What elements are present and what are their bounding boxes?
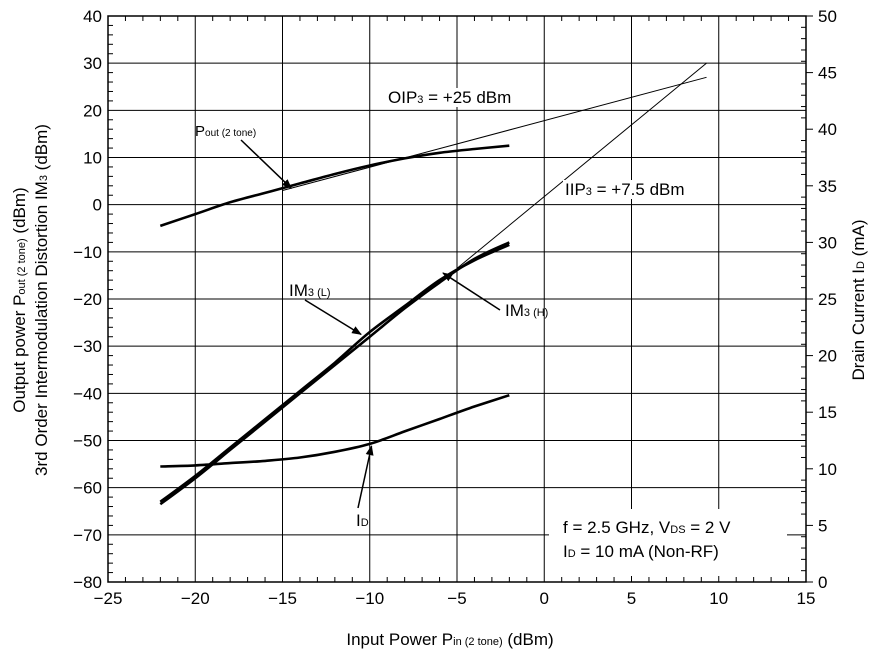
y-right-title-main: Drain Current I <box>849 269 868 380</box>
annotation-iip3-sub: 3 <box>586 186 592 198</box>
x-axis-title-tail: (dBm) <box>503 630 554 649</box>
label-layer: −25 −20 −15 −10 −5 0 5 10 15−80−70−60−50−40−30−2… <box>10 7 868 649</box>
annotation-pout: Pout (2 tone) <box>195 123 256 140</box>
y-right-title-sub: D <box>855 261 867 269</box>
leader-arrow <box>240 139 292 189</box>
y-left-tick-label: 40 <box>83 7 102 26</box>
leader-arrow <box>357 445 374 509</box>
annotation-id: ID <box>356 511 369 530</box>
annotation-id-sub: D <box>361 517 369 529</box>
y-left-title-line1-sub: out (2 tone) <box>16 238 28 294</box>
frame-layer <box>107 15 813 583</box>
y-right-tick-label: 5 <box>818 516 827 535</box>
y-left-tick-label: −20 <box>73 290 102 309</box>
y-right-tick-label: 0 <box>818 573 827 592</box>
annotation-im3h-sub: 3 (H) <box>524 307 548 319</box>
grid-layer <box>108 16 806 582</box>
leader-arrow <box>442 272 501 311</box>
conditions-seg: DS <box>670 524 685 536</box>
y-right-tick-label: 40 <box>818 120 837 139</box>
x-tick-label: −20 <box>181 589 210 608</box>
annotation-oip3: OIP3 = +25 dBm <box>388 88 511 107</box>
x-tick-label: −15 <box>268 589 297 608</box>
conditions-line-0: f = 2.5 GHz, VDS = 2 V <box>563 518 731 537</box>
y-right-tick-label: 45 <box>818 64 837 83</box>
annotation-im3h: IM3 (H) <box>505 301 548 320</box>
extrapolation-line <box>456 62 707 269</box>
x-tick-label: −25 <box>94 589 123 608</box>
y-left-title-line2-sub: 3 <box>38 175 50 181</box>
annotation-im3l-main: IM <box>289 281 308 300</box>
annotation-im3h-main: IM <box>505 301 524 320</box>
conditions-seg: = 10 mA (Non-RF) <box>576 542 719 561</box>
annotation-iip3: IIP3 = +7.5 dBm <box>565 180 685 199</box>
y-left-title-line2-tail: (dBm) <box>32 124 51 175</box>
y-right-tick-label: 15 <box>818 403 837 422</box>
series-line-0 <box>159 144 510 228</box>
annotation-iip3-tail: = +7.5 dBm <box>592 180 685 199</box>
annotation-im3l-sub: 3 (L) <box>308 287 331 299</box>
y-right-tick-label: 10 <box>818 460 837 479</box>
y-left-tick-label: −30 <box>73 337 102 356</box>
y-left-tick-label: 0 <box>93 196 102 215</box>
y-left-tick-label: −50 <box>73 432 102 451</box>
conditions-seg: I <box>563 542 568 561</box>
y-right-tick-label: 30 <box>818 233 837 252</box>
y-left-title-line2: 3rd Order Intermodulation Distortion IM3… <box>32 124 51 476</box>
annotation-id-main: I <box>356 511 361 530</box>
conditions-seg: D <box>568 548 576 560</box>
plot-frame <box>107 15 807 583</box>
annotation-bg <box>386 88 514 107</box>
x-axis-title-sub: in (2 tone) <box>453 636 503 648</box>
x-tick-label: 5 <box>627 589 636 608</box>
y-left-title-line2-main: 3rd Order Intermodulation Distortion IM <box>32 181 51 476</box>
leader-arrow <box>304 299 362 336</box>
x-axis-title: Input Power Pin (2 tone) (dBm) <box>346 630 553 649</box>
y-right-tick-label: 35 <box>818 177 837 196</box>
y-left-tick-label: −70 <box>73 526 102 545</box>
y-left-title-line1-main: Output power P <box>10 295 29 413</box>
y-left-tick-label: 20 <box>83 101 102 120</box>
y-left-tick-label: −10 <box>73 243 102 262</box>
y-right-tick-label: 20 <box>818 347 837 366</box>
x-axis-title-main: Input Power P <box>346 630 453 649</box>
series-line-3 <box>160 393 510 468</box>
annotation-pout-sub: out (2 tone) <box>205 128 256 139</box>
y-left-title-line1-tail: (dBm) <box>10 187 29 238</box>
y-left-title-line1: Output power Pout (2 tone) (dBm) <box>10 187 29 412</box>
y-right-tick-label: 50 <box>818 7 837 26</box>
x-tick-label: 10 <box>709 589 728 608</box>
y-left-tick-label: −40 <box>73 384 102 403</box>
y-right-title: Drain Current ID (mA) <box>849 220 868 381</box>
annotation-pout-main: P <box>195 123 205 140</box>
y-right-title-tail: (mA) <box>849 220 868 262</box>
y-right-tick-label: 25 <box>818 290 837 309</box>
annotation-im3l: IM3 (L) <box>289 281 331 300</box>
y-left-tick-label: 30 <box>83 54 102 73</box>
x-tick-label: −5 <box>447 589 466 608</box>
x-tick-label: 0 <box>540 589 549 608</box>
annotation-iip3-main: IIP <box>565 180 586 199</box>
annotation-oip3-sub: 3 <box>417 94 423 106</box>
y-left-tick-label: −60 <box>73 479 102 498</box>
extrapolation-line <box>282 76 707 191</box>
x-tick-label: 15 <box>797 589 816 608</box>
conditions-seg: = 2 V <box>686 518 732 537</box>
annotation-oip3-main: OIP <box>388 88 417 107</box>
y-left-tick-label: 10 <box>83 149 102 168</box>
annotation-oip3-tail: = +25 dBm <box>423 88 511 107</box>
x-tick-label: −10 <box>355 589 384 608</box>
y-left-tick-label: −80 <box>73 573 102 592</box>
conditions-line-1: ID = 10 mA (Non-RF) <box>563 542 719 561</box>
conditions-seg: f = 2.5 GHz, V <box>563 518 671 537</box>
conditions-box <box>549 509 787 576</box>
annotation-bg <box>563 180 687 199</box>
